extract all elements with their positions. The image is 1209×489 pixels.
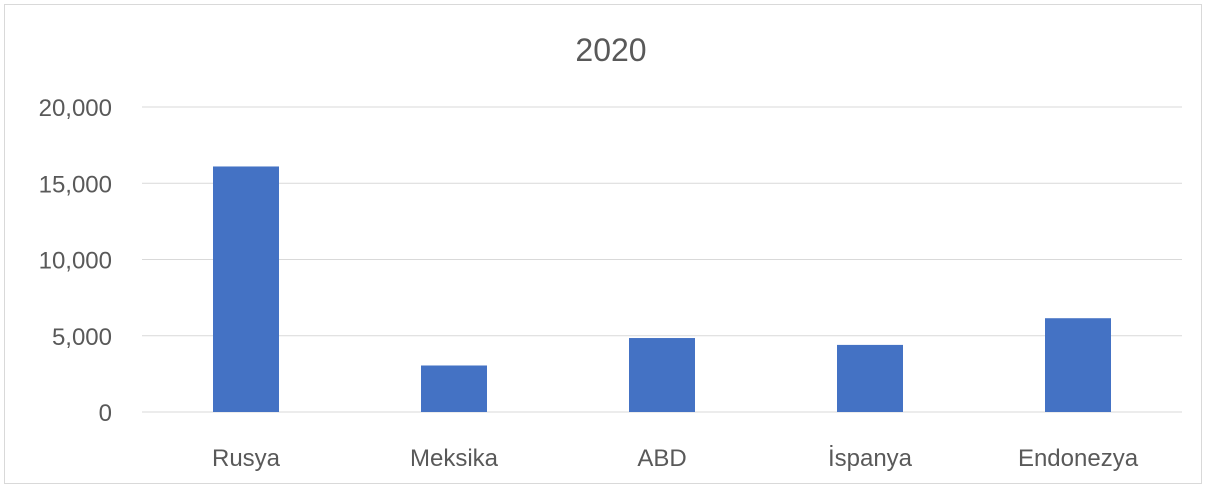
x-axis-category-labels: Rusya Meksika ABD İspanya Endonezya xyxy=(212,445,1139,472)
x-category-label: ABD xyxy=(637,445,686,472)
bar-endonezya xyxy=(1045,318,1111,412)
bar-abd xyxy=(629,338,695,412)
chart-title: 2020 xyxy=(575,32,646,68)
x-category-label: Rusya xyxy=(212,445,281,472)
y-tick-label: 20,000 xyxy=(39,95,112,122)
x-category-label: İspanya xyxy=(828,445,913,472)
y-tick-label: 15,000 xyxy=(39,171,112,198)
bars xyxy=(213,166,1111,412)
chart-frame xyxy=(4,4,1202,484)
bar-meksika xyxy=(421,365,487,412)
x-category-label: Endonezya xyxy=(1018,445,1139,472)
y-tick-label: 0 xyxy=(99,400,112,427)
x-category-label: Meksika xyxy=(410,445,499,472)
bar-rusya xyxy=(213,166,279,412)
y-tick-label: 5,000 xyxy=(52,324,112,351)
y-tick-label: 10,000 xyxy=(39,248,112,275)
gridlines xyxy=(142,106,1182,413)
y-axis-tick-labels: 0 5,000 10,000 15,000 20,000 xyxy=(39,95,112,427)
bar-i̇spanya xyxy=(837,344,903,412)
